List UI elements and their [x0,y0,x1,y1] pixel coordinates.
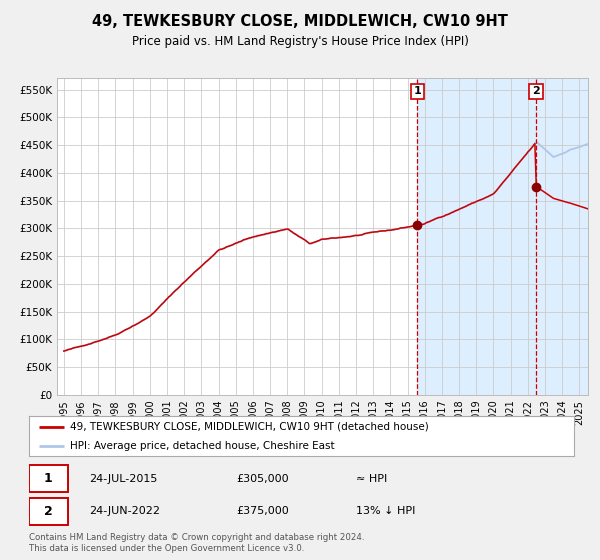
FancyBboxPatch shape [29,498,68,525]
FancyBboxPatch shape [29,465,68,492]
Text: £305,000: £305,000 [236,474,289,484]
Text: 1: 1 [413,86,421,96]
Text: ≈ HPI: ≈ HPI [356,474,387,484]
Text: 24-JUN-2022: 24-JUN-2022 [89,506,160,516]
Text: 13% ↓ HPI: 13% ↓ HPI [356,506,415,516]
Text: HPI: Average price, detached house, Cheshire East: HPI: Average price, detached house, Ches… [70,441,334,450]
Text: 24-JUL-2015: 24-JUL-2015 [89,474,157,484]
Text: 49, TEWKESBURY CLOSE, MIDDLEWICH, CW10 9HT (detached house): 49, TEWKESBURY CLOSE, MIDDLEWICH, CW10 9… [70,422,428,432]
Text: Contains HM Land Registry data © Crown copyright and database right 2024.
This d: Contains HM Land Registry data © Crown c… [29,533,364,553]
Bar [417,78,588,395]
Text: 2: 2 [532,86,540,96]
Text: £375,000: £375,000 [236,506,289,516]
Text: 2: 2 [44,505,53,518]
Text: Price paid vs. HM Land Registry's House Price Index (HPI): Price paid vs. HM Land Registry's House … [131,35,469,48]
Text: 1: 1 [44,472,53,485]
Text: 49, TEWKESBURY CLOSE, MIDDLEWICH, CW10 9HT: 49, TEWKESBURY CLOSE, MIDDLEWICH, CW10 9… [92,14,508,29]
